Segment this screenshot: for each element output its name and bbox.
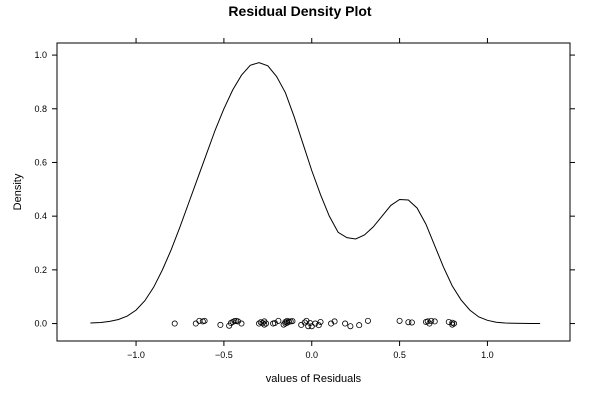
x-tick-label: 0.5	[393, 350, 406, 360]
y-axis-label: Density	[12, 173, 24, 210]
rug-point	[405, 319, 412, 326]
rug-points	[171, 317, 458, 330]
rug-point	[331, 318, 338, 325]
x-axis-label: values of Residuals	[266, 373, 362, 385]
y-tick-label: 0.6	[34, 157, 47, 167]
rug-point	[396, 317, 403, 324]
axis-ticks	[52, 38, 575, 346]
rug-point	[259, 320, 266, 327]
rug-point	[275, 317, 282, 324]
y-tick-label: 0.0	[34, 319, 47, 329]
rug-point	[347, 323, 354, 330]
rug-point	[342, 320, 349, 327]
tick-labels: −1.0 −0.5 0.0 0.5 1.0 0.0 0.2 0.4 0.6 0.8 1.0	[34, 50, 493, 360]
rug-point	[284, 319, 291, 326]
chart-title: Residual Density Plot	[228, 3, 371, 19]
rug-point	[451, 320, 458, 327]
rug-point	[364, 317, 371, 324]
rug-point	[428, 317, 435, 324]
y-tick-label: 1.0	[34, 50, 47, 60]
rug-point	[217, 321, 224, 328]
rug-point	[171, 320, 178, 327]
rug-point	[263, 320, 270, 327]
rug-point	[238, 320, 245, 327]
rug-point	[315, 322, 322, 329]
rug-point	[317, 318, 324, 325]
y-tick-label: 0.2	[34, 265, 47, 275]
plot-frame	[56, 42, 571, 342]
y-tick-label: 0.8	[34, 104, 47, 114]
rug-point	[445, 318, 452, 325]
x-tick-label: −1.0	[127, 350, 145, 360]
rug-point	[431, 318, 438, 325]
x-tick-label: 0.0	[305, 350, 318, 360]
rug-point	[192, 320, 199, 327]
x-tick-label: −0.5	[215, 350, 233, 360]
rug-point	[305, 323, 312, 330]
rug-point	[289, 318, 296, 325]
density-curve	[90, 62, 541, 324]
y-tick-label: 0.4	[34, 211, 47, 221]
rug-point	[227, 320, 234, 327]
rug-point	[312, 320, 319, 327]
x-tick-label: 1.0	[481, 350, 494, 360]
rug-point	[356, 322, 363, 329]
rug-point	[201, 317, 208, 324]
rug-point	[408, 319, 415, 326]
